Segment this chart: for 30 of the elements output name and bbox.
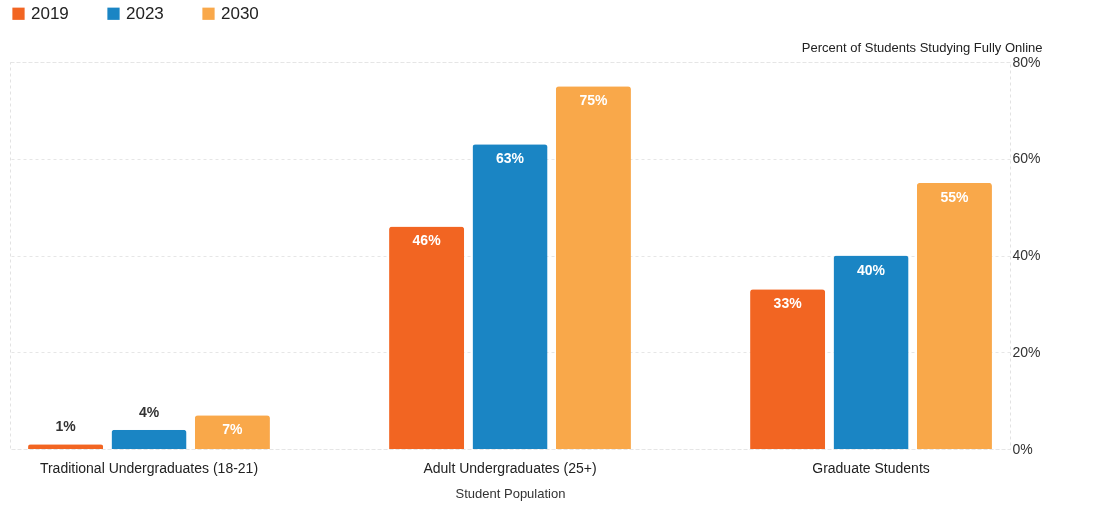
- bar: [389, 226, 465, 449]
- data-label: 7%: [222, 421, 244, 438]
- x-tick-label: Graduate Students: [812, 459, 930, 476]
- legend-label: 2030: [221, 3, 259, 23]
- bar: [916, 182, 992, 449]
- bar: [472, 144, 548, 449]
- y-tick-label: 0%: [1012, 440, 1033, 457]
- bar: [833, 255, 909, 449]
- bar: [555, 86, 631, 449]
- data-label: 40%: [857, 261, 886, 278]
- legend-label: 2023: [126, 3, 164, 23]
- data-label: 63%: [495, 150, 525, 167]
- y-tick-label: 60%: [1012, 150, 1041, 167]
- y-tick-label: 40%: [1012, 247, 1041, 263]
- data-label: 1%: [55, 418, 77, 435]
- bar: [194, 415, 270, 449]
- x-axis-title: Student Population: [455, 485, 566, 501]
- x-tick-label: Adult Undergraduates (25+): [423, 459, 597, 476]
- y-axis-title: Percent of Students Studying Fully Online: [801, 39, 1043, 55]
- bar: [750, 289, 826, 449]
- data-label: 55%: [940, 188, 969, 205]
- data-label: 33%: [773, 295, 803, 312]
- x-tick-label: Traditional Undergraduates (18-21): [39, 459, 259, 476]
- data-label: 4%: [138, 403, 160, 420]
- y-tick-label: 80%: [1012, 53, 1041, 70]
- data-label: 46%: [412, 232, 442, 249]
- bar: [111, 429, 187, 449]
- y-tick-label: 20%: [1012, 343, 1041, 360]
- data-label: 75%: [579, 92, 608, 109]
- legend-label: 2019: [31, 3, 69, 23]
